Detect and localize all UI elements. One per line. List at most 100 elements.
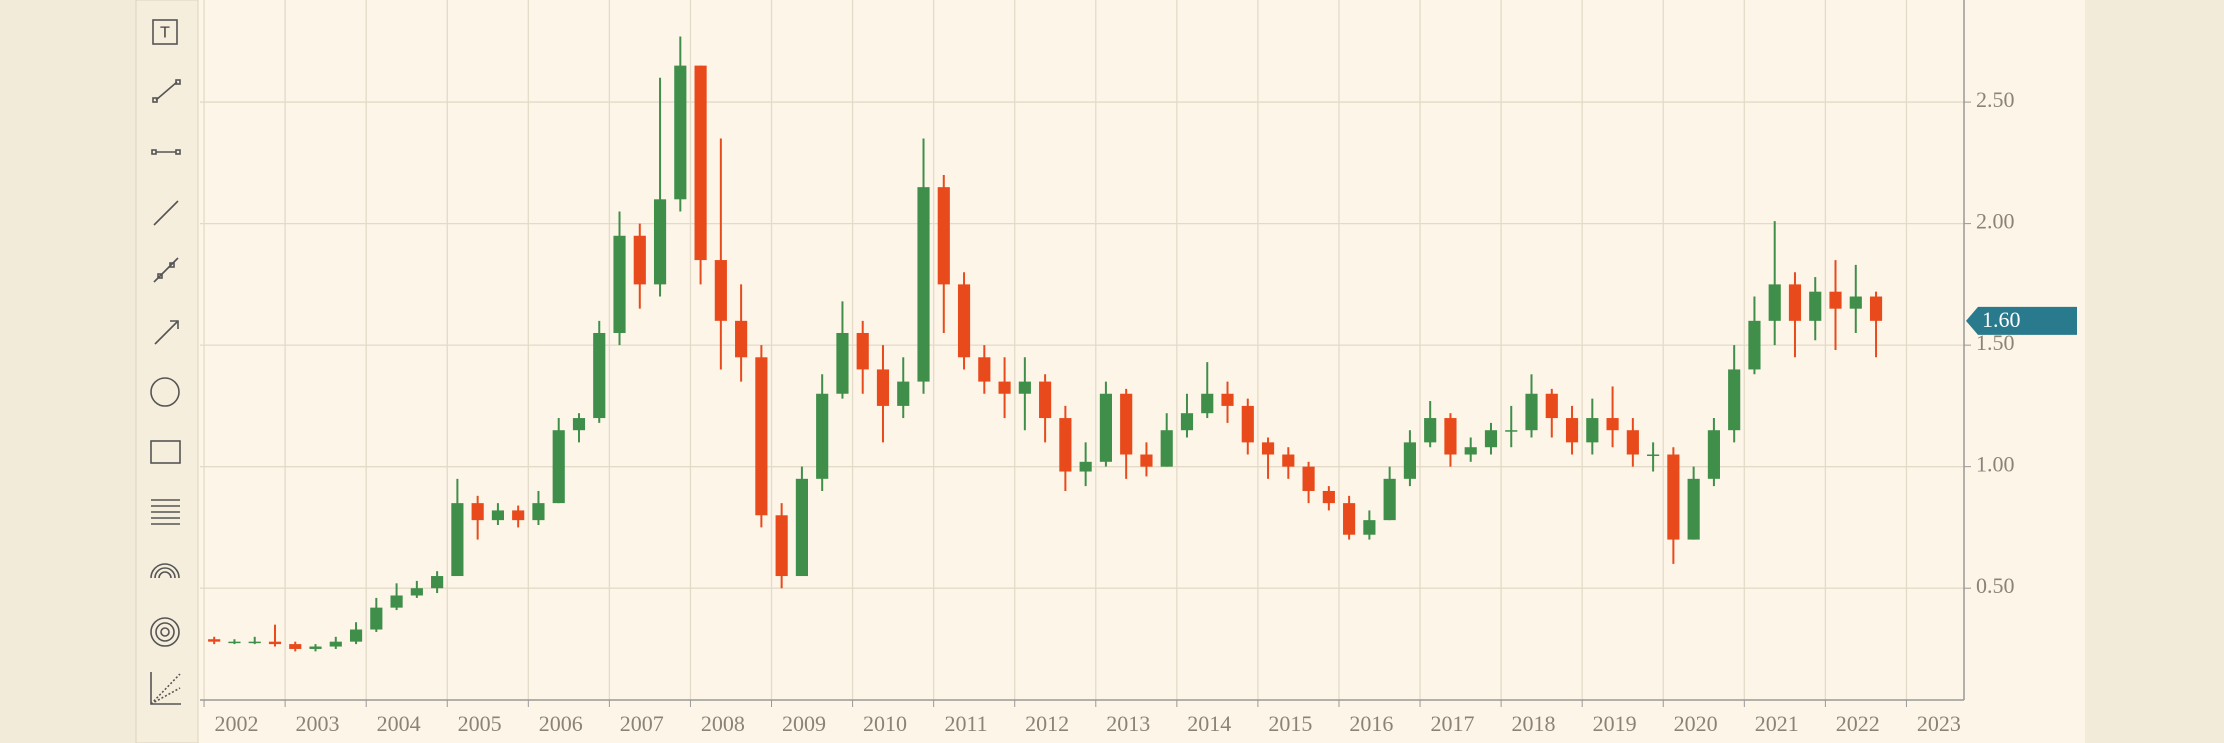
candle-body: [978, 357, 991, 382]
x-tick-label: 2021: [1755, 711, 1799, 736]
candle-body: [897, 381, 910, 406]
candle-body: [370, 607, 383, 630]
candle-body: [633, 235, 646, 285]
candle-body: [1302, 466, 1315, 491]
candle-body: [795, 478, 808, 577]
y-tick-label: 0.50: [1976, 573, 2015, 598]
candle-body: [512, 510, 525, 521]
grid: [200, 0, 1964, 700]
candle-body: [1849, 296, 1862, 309]
ray-tool[interactable]: [153, 200, 179, 226]
x-tick-label: 2003: [296, 711, 340, 736]
candle-body: [1424, 418, 1437, 443]
candle-body: [1667, 454, 1680, 540]
candle-body: [309, 646, 322, 649]
candle-body: [1099, 393, 1112, 462]
candle-body: [856, 332, 869, 370]
parallel-channel-tool[interactable]: [153, 257, 179, 283]
candle-body: [937, 187, 950, 285]
candle-body: [1160, 430, 1173, 467]
candle-body: [775, 515, 788, 577]
candle-body: [1241, 405, 1254, 443]
candle-body: [653, 199, 667, 285]
rectangle-tool[interactable]: [150, 440, 181, 464]
candle-body: [1505, 430, 1518, 432]
candle-body: [1809, 291, 1822, 321]
x-tick-label: 2016: [1349, 711, 1393, 736]
candle-body: [755, 357, 768, 516]
left-panel: [0, 0, 136, 743]
candle-body: [1140, 454, 1153, 467]
circles-tool[interactable]: [150, 617, 180, 647]
y-tick-label: 2.50: [1976, 87, 2015, 112]
toolbar: [135, 0, 199, 743]
x-tick-label: 2018: [1512, 711, 1556, 736]
candle-body: [1768, 284, 1781, 321]
y-tick-label: 2.00: [1976, 209, 2015, 234]
fan-tool[interactable]: [150, 672, 181, 705]
x-tick-label: 2023: [1917, 711, 1961, 736]
horizontal-segment-tool[interactable]: [151, 149, 181, 155]
x-tick-label: 2010: [863, 711, 907, 736]
candle-body: [1788, 284, 1802, 321]
x-tick-label: 2009: [782, 711, 826, 736]
x-tick-label: 2011: [944, 711, 987, 736]
trend-line-tool[interactable]: [152, 79, 181, 103]
arrow-tool[interactable]: [154, 320, 179, 345]
svg-text:T: T: [159, 24, 170, 42]
candle-body: [917, 187, 930, 382]
candle-body: [694, 65, 707, 261]
candle-body: [876, 369, 890, 406]
candle-body: [228, 641, 241, 644]
x-tick-label: 2022: [1836, 711, 1880, 736]
candle-body: [1464, 447, 1477, 455]
candle-body: [613, 235, 626, 333]
candle-body: [410, 588, 423, 596]
candle-body: [674, 65, 687, 200]
x-tick-label: 2002: [214, 711, 258, 736]
axis-labels: 2002 2003 2004 2005 2006 2007 2008 2009 2010 2011…: [203, 87, 2077, 736]
arc-tool[interactable]: [150, 563, 180, 579]
candle-body: [1545, 393, 1558, 419]
candles: [208, 36, 1883, 652]
x-tick-label: 2004: [377, 711, 421, 736]
candle-body: [491, 510, 504, 521]
x-tick-label: 2015: [1268, 711, 1312, 736]
candle-body: [329, 641, 342, 647]
candle-body: [1869, 296, 1883, 321]
candle-body: [248, 641, 261, 644]
circle-tool[interactable]: [150, 377, 180, 407]
candle-body: [1180, 413, 1194, 431]
candle-body: [1586, 418, 1599, 443]
right-panel: [2085, 0, 2224, 743]
candle-body: [208, 639, 221, 642]
candle-body: [451, 503, 464, 577]
candle-body: [1748, 320, 1761, 370]
candle-body: [735, 320, 748, 358]
x-tick-label: 2013: [1106, 711, 1150, 736]
candle-body: [1039, 381, 1052, 419]
candle-body: [816, 393, 829, 479]
candle-body: [1079, 461, 1092, 472]
candle-body: [1647, 454, 1660, 457]
candle-body: [1343, 503, 1356, 535]
candle-body: [390, 595, 403, 608]
x-tick-label: 2012: [1025, 711, 1069, 736]
candle-body: [1221, 393, 1234, 406]
last-price-tag: [1966, 306, 2077, 335]
candle-body: [1120, 393, 1133, 455]
text-tool[interactable]: T: [152, 19, 178, 45]
x-tick-label: 2019: [1593, 711, 1637, 736]
candle-body: [268, 641, 282, 645]
drawing-tools: T: [150, 19, 181, 705]
candle-body: [836, 332, 849, 394]
candle-body: [1322, 490, 1335, 504]
last-price-label: 1.60: [1982, 307, 2021, 332]
fibonacci-tool[interactable]: [151, 499, 180, 525]
candle-body: [572, 418, 586, 431]
x-tick-label: 2017: [1430, 711, 1474, 736]
candle-body: [1728, 369, 1741, 431]
candle-body: [1363, 520, 1376, 535]
